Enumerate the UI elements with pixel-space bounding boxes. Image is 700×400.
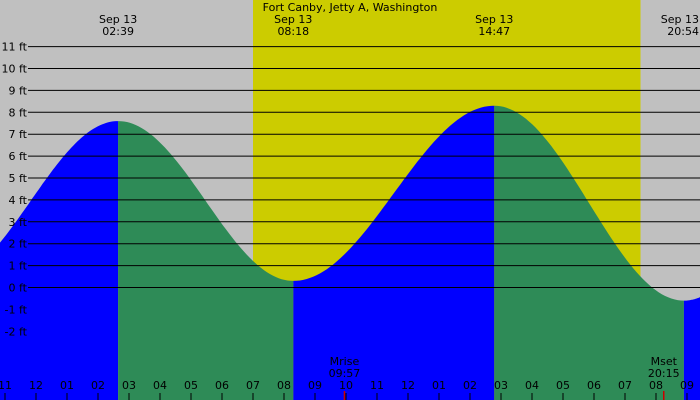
hour-tick-label: 01 — [432, 379, 446, 392]
y-tick-label: 5 ft — [9, 172, 28, 185]
y-tick-label: 1 ft — [9, 260, 28, 273]
hour-tick-label: 01 — [60, 379, 74, 392]
hour-axis: 11 12 01 02 03 04 05 06 07 08 09 10 11 12 01 02 03 04 05 06… — [0, 379, 694, 400]
rising-tide-area — [683, 297, 700, 400]
y-tick-label: 6 ft — [9, 150, 28, 163]
hour-tick-label: 04 — [153, 379, 167, 392]
hour-tick-label: 06 — [587, 379, 601, 392]
height-axis-labels: -2 ft -1 ft 0 ft 1 ft 2 ft 3 ft 4 ft 5 ft 6 ft 7 … — [2, 41, 28, 339]
y-tick-label: 8 ft — [9, 106, 28, 119]
y-tick-label: 3 ft — [9, 216, 28, 229]
hour-tick-label: 11 — [0, 379, 12, 392]
hour-tick-label: 12 — [29, 379, 43, 392]
y-tick-label: -1 ft — [5, 303, 28, 316]
hour-tick-label: 12 — [401, 379, 415, 392]
hour-tick-label: 10 — [339, 379, 353, 392]
chart-title: Fort Canby, Jetty A, Washington — [263, 1, 438, 14]
y-tick-label: 9 ft — [9, 84, 28, 97]
hour-tick-label: 06 — [215, 379, 229, 392]
hour-tick-label: 08 — [649, 379, 663, 392]
hour-tick-label: 04 — [525, 379, 539, 392]
hour-tick-label: 11 — [370, 379, 384, 392]
hour-tick-label: 09 — [680, 379, 694, 392]
y-tick-label: 0 ft — [9, 282, 28, 295]
y-tick-label: -2 ft — [5, 325, 28, 338]
rising-tide-area — [293, 105, 495, 400]
y-tick-label: 7 ft — [9, 128, 28, 141]
extreme-date: Sep 13 — [661, 13, 699, 26]
hour-tick-label: 02 — [463, 379, 477, 392]
hour-tick-label: 05 — [184, 379, 198, 392]
hour-tick-label: 05 — [556, 379, 570, 392]
moon-event-label: Mset — [651, 355, 678, 368]
extreme-time: 20:54 — [667, 25, 699, 38]
hour-tick-label: 03 — [494, 379, 508, 392]
rising-tide-area — [0, 121, 119, 400]
moon-event-time: 20:15 — [648, 367, 680, 380]
extreme-time: 14:47 — [478, 25, 510, 38]
moon-event-label: Mrise — [330, 355, 360, 368]
hour-tick-label: 07 — [246, 379, 260, 392]
extreme-date: Sep 13 — [475, 13, 513, 26]
hour-tick-label: 08 — [277, 379, 291, 392]
hour-tick-label: 03 — [122, 379, 136, 392]
tide-areas — [0, 105, 700, 400]
y-tick-label: 11 ft — [2, 41, 28, 54]
hour-tick-label: 09 — [308, 379, 322, 392]
y-tick-label: 10 ft — [2, 63, 28, 76]
falling-tide-area — [494, 105, 684, 400]
height-gridlines — [28, 46, 700, 288]
extreme-date: Sep 13 — [274, 13, 312, 26]
extreme-time: 02:39 — [102, 25, 134, 38]
moon-event-time: 09:57 — [329, 367, 361, 380]
hour-tick-label: 02 — [91, 379, 105, 392]
extreme-date: Sep 13 — [99, 13, 137, 26]
y-tick-label: 4 ft — [9, 194, 28, 207]
y-tick-label: 2 ft — [9, 238, 28, 251]
hour-tick-label: 07 — [618, 379, 632, 392]
falling-tide-area — [118, 121, 294, 400]
extreme-time: 08:18 — [277, 25, 309, 38]
